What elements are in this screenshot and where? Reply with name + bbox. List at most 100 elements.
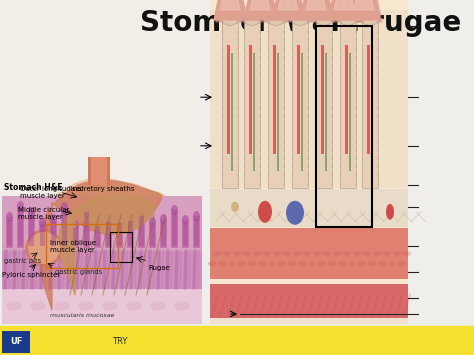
Ellipse shape	[182, 220, 189, 230]
Polygon shape	[250, 0, 270, 10]
Ellipse shape	[273, 251, 281, 256]
Bar	[401, 0, 474, 324]
Ellipse shape	[244, 13, 260, 26]
Bar	[194, 209, 199, 246]
Ellipse shape	[126, 301, 142, 311]
Bar	[28, 224, 35, 248]
Ellipse shape	[368, 261, 376, 266]
Bar	[244, 20, 260, 188]
Text: muscularis mucosae: muscularis mucosae	[50, 313, 114, 318]
Bar	[46, 224, 118, 268]
Bar	[149, 207, 156, 248]
Bar	[2, 251, 202, 289]
Ellipse shape	[213, 251, 221, 256]
Bar	[362, 20, 378, 188]
Ellipse shape	[388, 261, 396, 266]
Bar	[2, 196, 202, 324]
Ellipse shape	[278, 261, 286, 266]
Bar	[110, 232, 132, 262]
Bar	[88, 157, 110, 185]
Bar	[40, 218, 45, 246]
Ellipse shape	[303, 251, 311, 256]
Ellipse shape	[223, 251, 231, 256]
Ellipse shape	[403, 251, 411, 256]
Ellipse shape	[348, 261, 356, 266]
Bar	[210, 318, 408, 324]
Bar	[367, 45, 370, 154]
Polygon shape	[330, 0, 362, 22]
Text: TRY: TRY	[112, 338, 128, 346]
Ellipse shape	[253, 251, 261, 256]
Bar	[297, 45, 300, 154]
Ellipse shape	[343, 251, 351, 256]
Ellipse shape	[323, 251, 331, 256]
Ellipse shape	[208, 261, 216, 266]
Polygon shape	[328, 0, 360, 20]
Bar	[231, 53, 234, 171]
Bar	[183, 228, 188, 246]
Ellipse shape	[353, 251, 361, 256]
Polygon shape	[29, 233, 59, 263]
Polygon shape	[274, 0, 306, 22]
Bar	[349, 53, 352, 171]
Ellipse shape	[78, 301, 94, 311]
Ellipse shape	[6, 301, 22, 311]
Ellipse shape	[149, 202, 156, 212]
Ellipse shape	[28, 219, 35, 229]
Ellipse shape	[268, 13, 284, 26]
Ellipse shape	[340, 13, 356, 26]
Ellipse shape	[248, 261, 256, 266]
Polygon shape	[272, 0, 304, 20]
Ellipse shape	[398, 261, 406, 266]
Ellipse shape	[150, 301, 166, 311]
Ellipse shape	[238, 261, 246, 266]
Bar	[18, 210, 23, 246]
Ellipse shape	[338, 261, 346, 266]
Text: Outer longitudinal
muscle layer: Outer longitudinal muscle layer	[20, 186, 83, 199]
Ellipse shape	[171, 203, 178, 213]
Bar	[150, 210, 155, 246]
Bar	[316, 26, 372, 227]
Polygon shape	[220, 0, 240, 10]
Bar	[17, 207, 24, 248]
Polygon shape	[26, 230, 62, 266]
Text: Rugae: Rugae	[148, 265, 170, 271]
Bar	[127, 214, 134, 248]
Text: secretory sheaths: secretory sheaths	[72, 186, 135, 192]
Text: Inner oblique
muscle layer: Inner oblique muscle layer	[50, 240, 96, 253]
Ellipse shape	[298, 261, 306, 266]
Bar	[172, 211, 177, 246]
Ellipse shape	[17, 202, 24, 212]
Bar	[2, 331, 30, 353]
Bar	[2, 289, 202, 324]
Ellipse shape	[228, 261, 236, 266]
Polygon shape	[244, 0, 276, 20]
Bar	[2, 196, 202, 251]
Polygon shape	[38, 180, 162, 310]
Ellipse shape	[105, 213, 112, 223]
Polygon shape	[350, 0, 382, 22]
Ellipse shape	[386, 204, 394, 220]
Bar	[171, 208, 178, 248]
Bar	[94, 207, 101, 248]
Ellipse shape	[193, 201, 200, 211]
Ellipse shape	[102, 301, 118, 311]
Ellipse shape	[116, 215, 123, 225]
Bar	[292, 20, 308, 188]
Polygon shape	[246, 0, 278, 22]
Polygon shape	[214, 0, 246, 20]
Polygon shape	[348, 0, 380, 20]
Bar	[7, 220, 12, 246]
Bar	[268, 20, 284, 188]
Bar	[371, 53, 374, 171]
Ellipse shape	[363, 251, 371, 256]
Ellipse shape	[218, 261, 226, 266]
Polygon shape	[354, 0, 374, 10]
Polygon shape	[306, 0, 326, 10]
Bar	[95, 210, 100, 246]
Text: Middle circular
muscle layer: Middle circular muscle layer	[18, 207, 69, 220]
Bar	[29, 227, 34, 246]
Polygon shape	[302, 0, 334, 22]
Bar	[128, 217, 133, 246]
Bar	[210, 10, 408, 188]
